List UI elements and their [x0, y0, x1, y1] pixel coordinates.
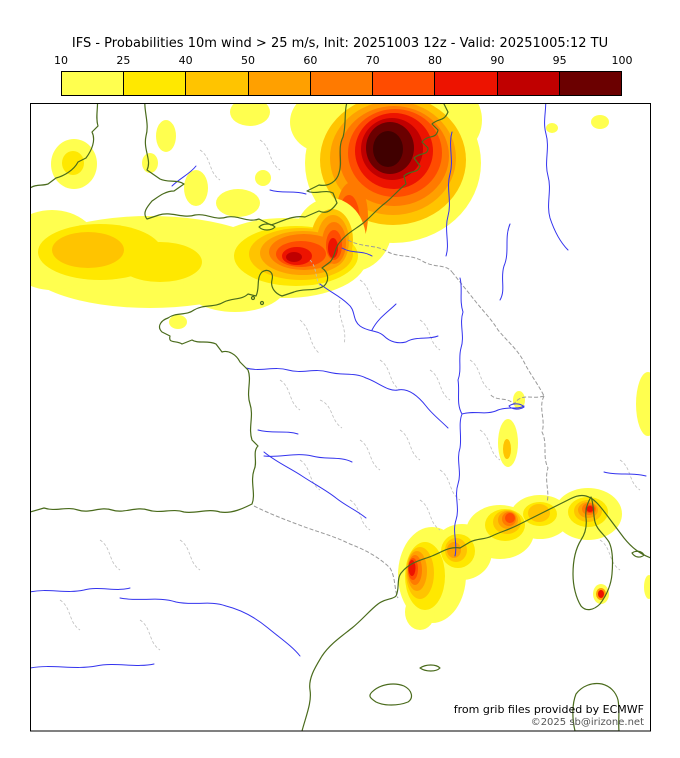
colorbar-segment-5 — [372, 72, 435, 95]
colorbar-label-50: 50 — [241, 54, 255, 67]
colorbar-label-40: 40 — [178, 54, 193, 67]
attribution-copyright: ©2025 sb@irizone.net — [530, 717, 644, 728]
colorbar: 10 25 40 50 60 70 80 90 95 100 — [54, 54, 633, 96]
colorbar-labels: 10 25 40 50 60 70 80 90 95 100 — [54, 54, 633, 69]
colorbar-segment-7 — [496, 72, 559, 95]
colorbar-scale — [61, 71, 622, 96]
colorbar-label-10: 10 — [54, 54, 68, 67]
attribution-source: from grib files provided by ECMWF — [453, 703, 644, 716]
colorbar-label-95: 95 — [552, 54, 567, 67]
colorbar-segment-6 — [434, 72, 497, 95]
admin-boundary-layer — [59, 139, 641, 651]
colorbar-label-70: 70 — [365, 54, 380, 67]
colorbar-label-100: 100 — [611, 54, 633, 67]
colorbar-segment-0 — [62, 72, 124, 95]
colorbar-segment-4 — [309, 72, 373, 95]
colorbar-segment-1 — [123, 72, 186, 95]
country-border-layer — [253, 239, 549, 599]
colorbar-label-25: 25 — [116, 54, 131, 67]
colorbar-label-90: 90 — [490, 54, 505, 67]
river-layer — [31, 104, 647, 669]
page-title: IFS - Probabilities 10m wind > 25 m/s, I… — [71, 36, 609, 51]
colorbar-segment-2 — [185, 72, 248, 95]
probability-fill-layer — [31, 104, 650, 630]
colorbar-segment-8 — [558, 72, 621, 95]
attribution: from grib files provided by ECMWF ©2025 … — [454, 703, 644, 729]
colorbar-label-60: 60 — [303, 54, 318, 67]
map-frame — [30, 103, 651, 732]
colorbar-label-80: 80 — [428, 54, 442, 67]
colorbar-segment-3 — [247, 72, 310, 95]
coastline-layer — [31, 104, 650, 731]
